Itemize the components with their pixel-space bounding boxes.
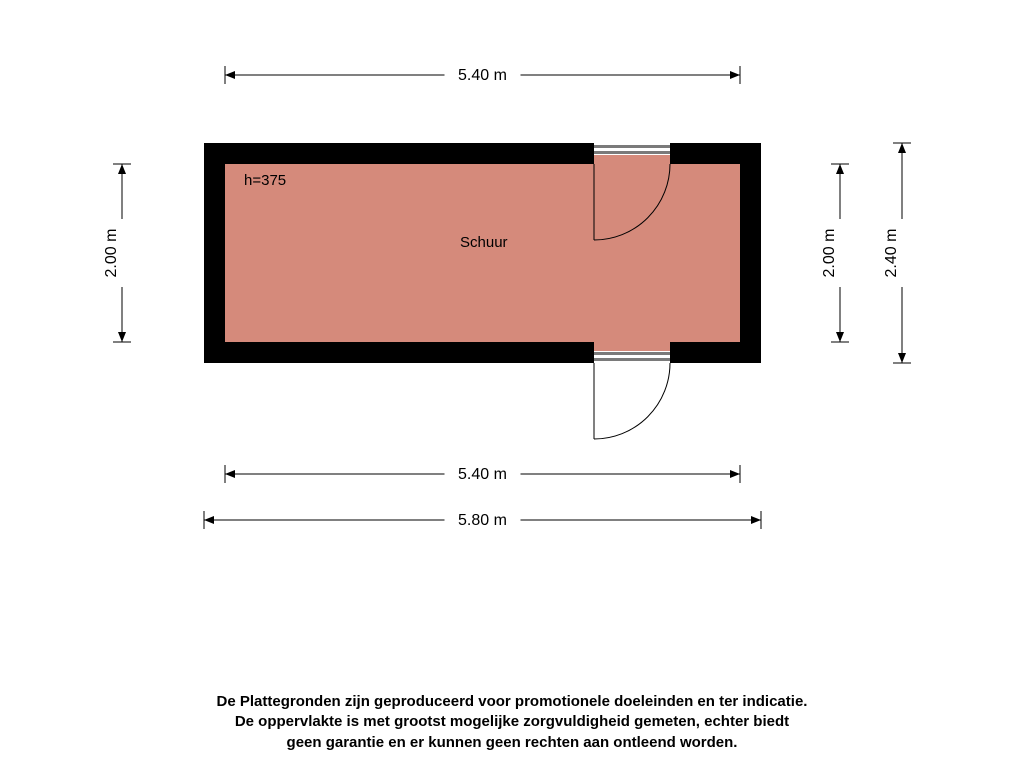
dim-label: 2.40 m	[883, 229, 900, 278]
door-top-reveal	[594, 155, 670, 164]
dim-arrowhead	[836, 164, 844, 174]
floorplan-svg: Schuur h=375 5.40 m 5.40 m 5.80 m 2.00 m 2.00 …	[0, 0, 1024, 768]
dim-arrowhead	[898, 143, 906, 153]
room-interior	[225, 164, 740, 342]
dim-arrowhead	[225, 470, 235, 478]
dim-arrowhead	[204, 516, 214, 524]
dim-arrowhead	[751, 516, 761, 524]
ceiling-height-label: h=375	[244, 172, 286, 189]
dimension-left-inner-height: 2.00 m	[103, 164, 131, 342]
dimension-bottom-inner-width: 5.40 m	[225, 465, 740, 483]
disclaimer-text: De Plattegronden zijn geproduceerd voor …	[0, 692, 1024, 753]
dimension-right-outer-height: 2.40 m	[883, 143, 911, 363]
dim-arrowhead	[118, 164, 126, 174]
door-bottom-threshold2	[594, 358, 670, 361]
door-bottom-threshold	[594, 352, 670, 355]
floorplan-stage: Schuur h=375 5.40 m 5.40 m 5.80 m 2.00 m 2.00 …	[0, 0, 1024, 768]
door-top-threshold	[594, 145, 670, 148]
dim-label: 5.40 m	[458, 67, 507, 84]
door-bottom-arc	[594, 363, 670, 439]
dim-label: 5.80 m	[458, 512, 507, 529]
dim-arrowhead	[730, 71, 740, 79]
door-bottom-reveal	[594, 342, 670, 351]
dimension-top-inner-width: 5.40 m	[225, 66, 740, 84]
dim-arrowhead	[225, 71, 235, 79]
dim-label: 2.00 m	[103, 229, 120, 278]
dimension-right-inner-height: 2.00 m	[821, 164, 849, 342]
dim-arrowhead	[836, 332, 844, 342]
room-label: Schuur	[460, 234, 508, 251]
dim-arrowhead	[118, 332, 126, 342]
door-top-threshold2	[594, 151, 670, 154]
dim-arrowhead	[898, 353, 906, 363]
dim-label: 5.40 m	[458, 466, 507, 483]
dim-arrowhead	[730, 470, 740, 478]
dimension-bottom-outer-width: 5.80 m	[204, 511, 761, 529]
dim-label: 2.00 m	[821, 229, 838, 278]
